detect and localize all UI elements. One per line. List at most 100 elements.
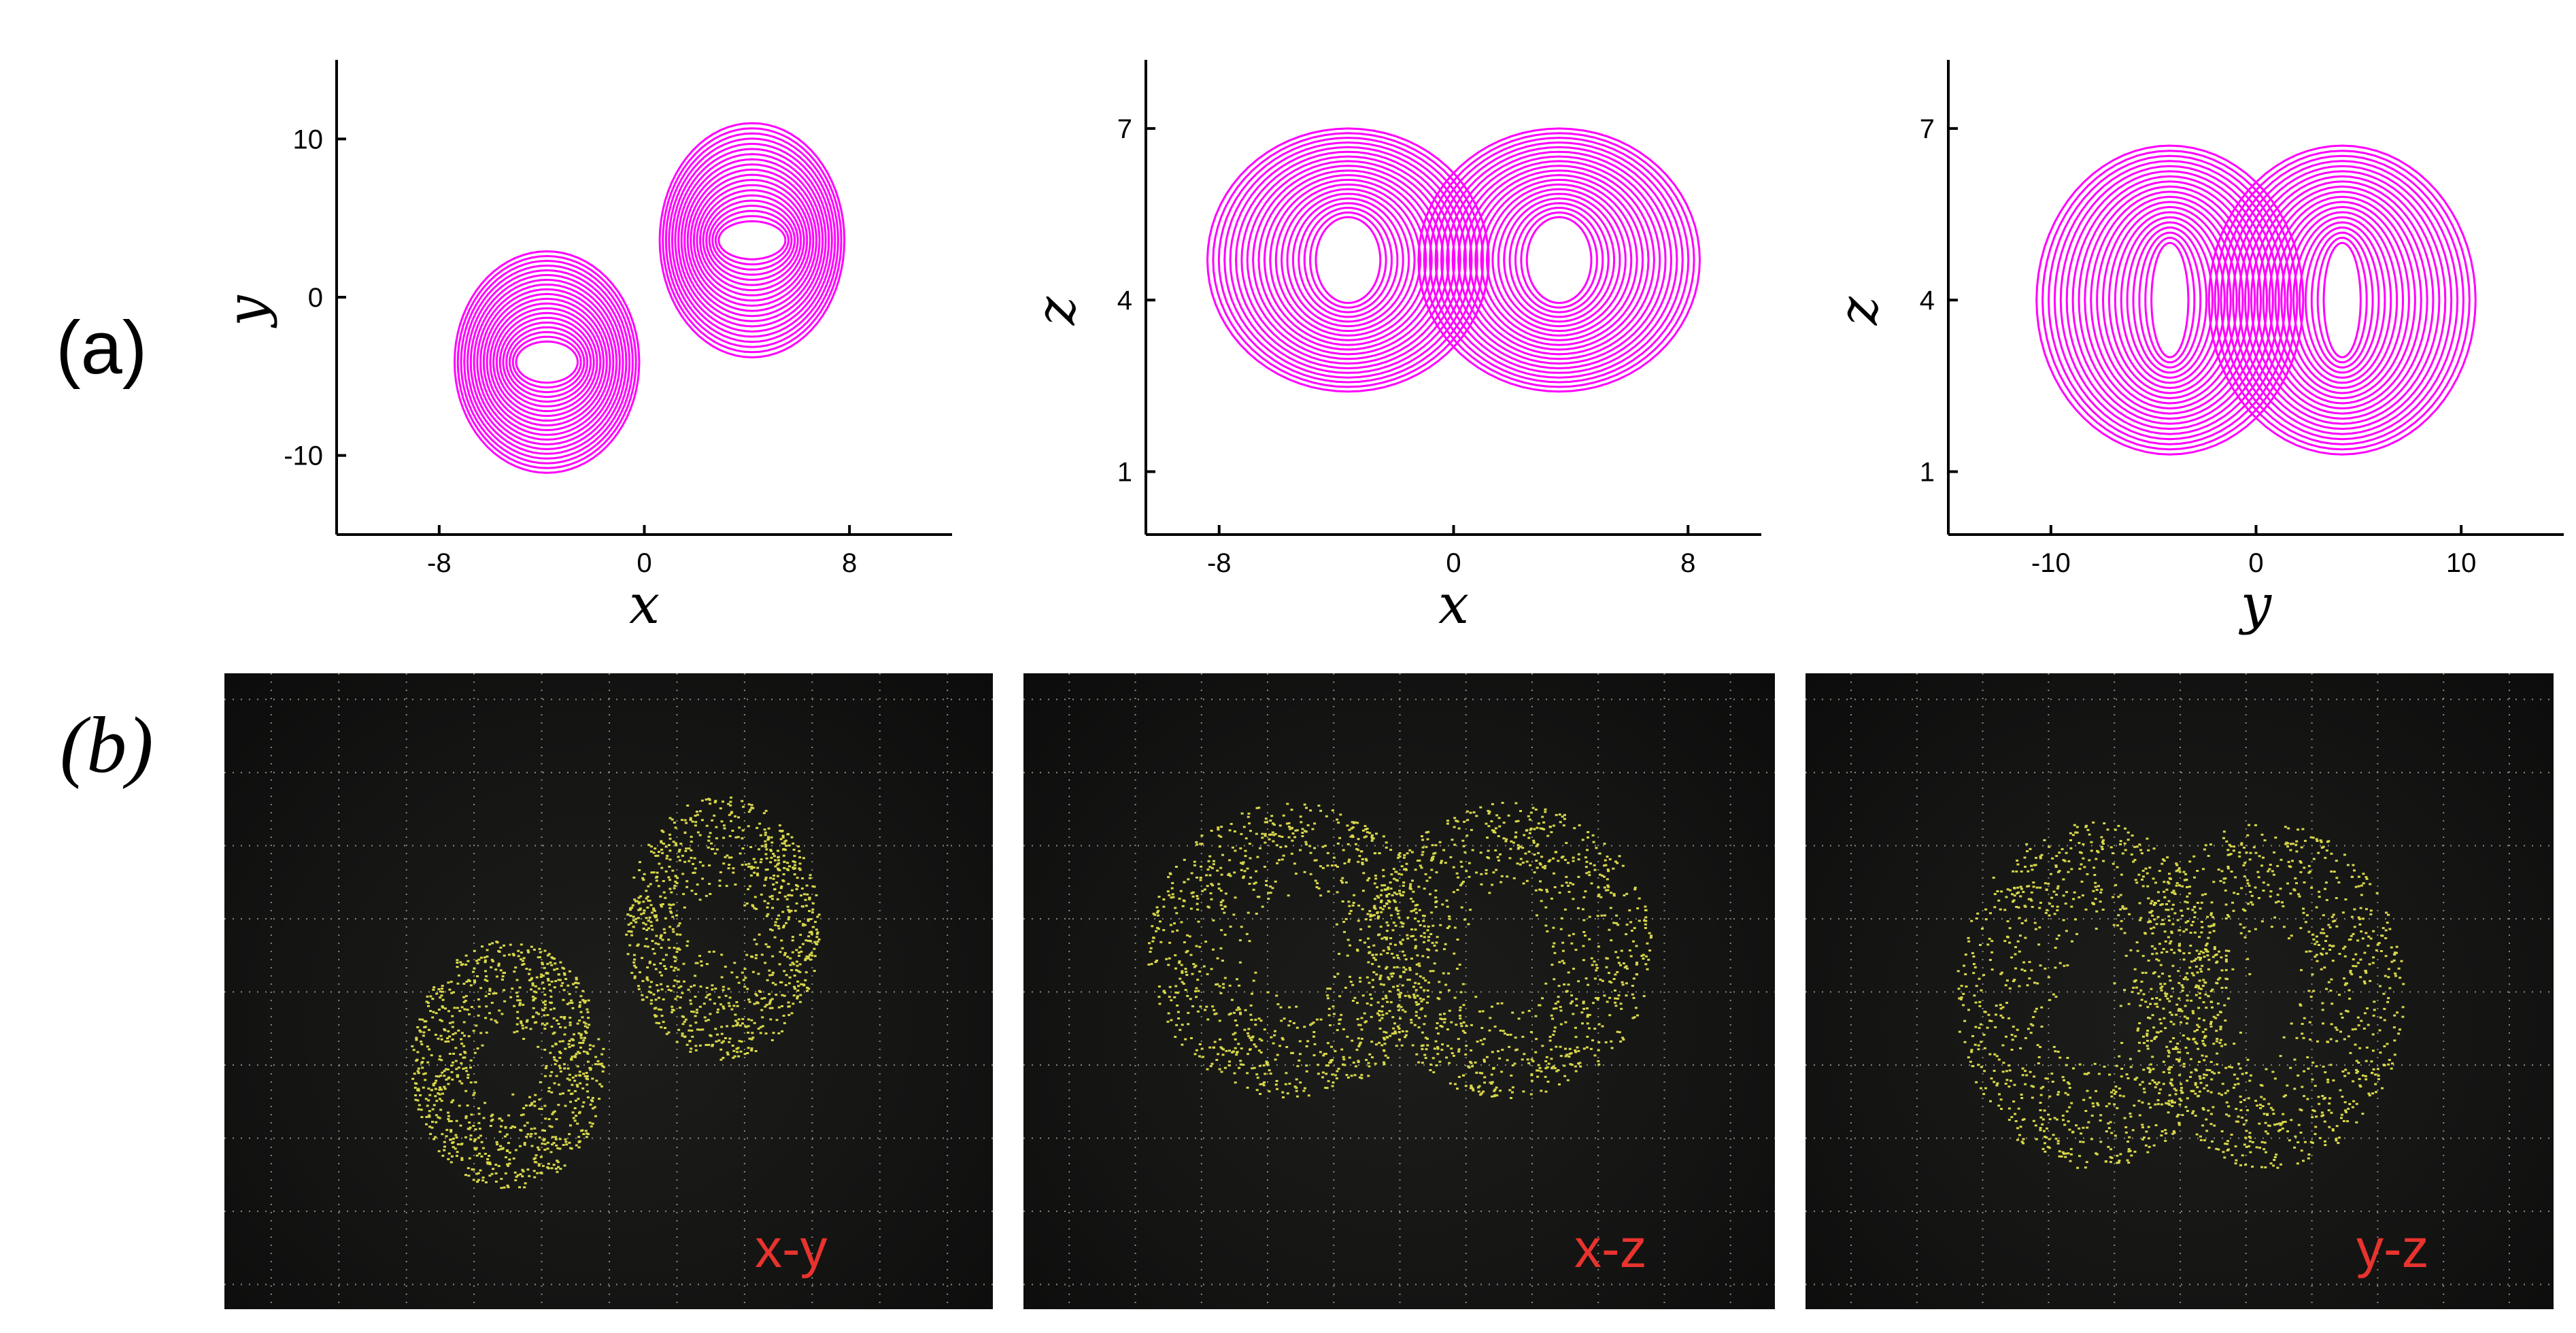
graticule-dot <box>270 845 272 846</box>
trace-dot <box>473 1092 476 1094</box>
graticule-dot <box>676 690 678 691</box>
graticule-dot <box>1134 673 1136 675</box>
graticule-dot <box>541 992 543 993</box>
graticule-dot <box>1531 820 1533 822</box>
trace-dot <box>553 1082 556 1085</box>
graticule-dot <box>730 1137 732 1139</box>
graticule-dot <box>1597 983 1599 985</box>
trace-dot <box>654 854 658 857</box>
trace-dot <box>776 898 779 900</box>
graticule-dot <box>1431 917 1433 919</box>
trace-dot <box>519 1173 522 1176</box>
graticule-dot <box>461 917 462 919</box>
graticule-dot <box>1663 992 1665 993</box>
graticule-dot <box>1766 845 1767 847</box>
trajectory-loop <box>2207 144 2477 456</box>
graticule-dot <box>1597 763 1599 764</box>
graticule-dot <box>1267 1008 1269 1009</box>
trace-dot <box>760 858 763 860</box>
trace-dot <box>550 1070 554 1073</box>
graticule-dot <box>1693 771 1694 773</box>
graticule-dot <box>1064 771 1066 773</box>
graticule-dot <box>926 991 928 993</box>
graticule-dot <box>811 730 813 732</box>
graticule-dot <box>518 698 520 701</box>
graticule-dot <box>1252 698 1253 701</box>
trace-dot <box>749 874 753 877</box>
graticule-dot <box>1531 771 1533 773</box>
graticule-dot <box>1268 698 1270 701</box>
trace-dot <box>512 954 515 957</box>
graticule-dot <box>338 943 340 944</box>
graticule-dot <box>1068 681 1070 683</box>
graticule-dot <box>420 917 422 919</box>
graticule-dot <box>338 1245 340 1246</box>
graticule-dot <box>1676 917 1678 919</box>
graticule-dot <box>959 1211 960 1213</box>
trace-dot <box>793 985 796 988</box>
graticule-dot <box>1134 1008 1136 1009</box>
graticule-dot <box>1597 820 1599 822</box>
graticule-dot <box>820 1064 821 1066</box>
graticule-dot <box>270 926 272 928</box>
graticule-dot <box>1200 747 1202 748</box>
graticule-dot <box>396 1283 397 1285</box>
graticule-dot <box>405 918 407 919</box>
graticule-dot <box>1134 698 1136 699</box>
graticule-dot <box>947 983 949 985</box>
graticule-dot <box>1187 917 1188 919</box>
trajectory-loop <box>1468 169 1650 351</box>
graticule-dot <box>1663 1171 1665 1172</box>
graticule-dot <box>698 1137 699 1139</box>
graticule-dot <box>405 1024 407 1026</box>
graticule-dot <box>812 1064 813 1066</box>
trace-dot <box>700 960 703 963</box>
trace-dot <box>451 1015 454 1017</box>
graticule-dot <box>405 690 407 691</box>
graticule-dot <box>1729 910 1731 911</box>
graticule-dot <box>1134 934 1136 936</box>
graticule-dot <box>743 967 745 968</box>
trace-dot <box>525 1136 528 1138</box>
trace-dot <box>738 1040 741 1043</box>
trace-dot <box>435 1012 438 1015</box>
trace-dot <box>802 893 806 896</box>
trace-dot <box>726 854 729 857</box>
trace-dot <box>543 1007 547 1009</box>
graticule-dot <box>1267 812 1269 813</box>
graticule-dot <box>879 1269 881 1270</box>
graticule-dot <box>698 771 699 773</box>
graticule-dot <box>608 991 609 993</box>
trace-dot <box>522 1113 525 1116</box>
graticule-dot <box>273 771 275 773</box>
graticule-dot <box>1742 698 1743 701</box>
graticule-dot <box>1465 730 1467 732</box>
trace-dot <box>448 1035 452 1038</box>
graticule-dot <box>428 917 430 919</box>
graticule-dot <box>676 1253 678 1254</box>
trace-dot <box>496 941 499 944</box>
graticule-dot <box>1267 1138 1269 1140</box>
graticule-dot <box>338 1073 340 1075</box>
graticule-dot <box>1267 1081 1269 1083</box>
trace-dot <box>785 974 788 977</box>
graticule-dot <box>1068 1187 1070 1189</box>
graticule-dot <box>947 673 949 675</box>
trace-dot <box>681 1015 684 1017</box>
graticule-dot <box>763 845 764 847</box>
graticule-dot <box>1068 673 1070 675</box>
trace-dot <box>494 1180 498 1183</box>
graticule-dot <box>249 1064 250 1066</box>
trace-dot <box>638 869 641 871</box>
trace-dot <box>792 842 795 845</box>
trace-dot <box>676 877 679 879</box>
trace-dot <box>701 1028 705 1031</box>
graticule-dot <box>869 1137 870 1139</box>
trace-dot <box>456 982 460 985</box>
graticule-dot <box>690 1137 691 1139</box>
graticule-dot <box>609 1245 610 1246</box>
graticule-dot <box>1733 698 1735 701</box>
trace-dot <box>528 973 530 975</box>
trace-dot <box>481 1179 485 1182</box>
graticule-dot <box>1146 845 1147 847</box>
